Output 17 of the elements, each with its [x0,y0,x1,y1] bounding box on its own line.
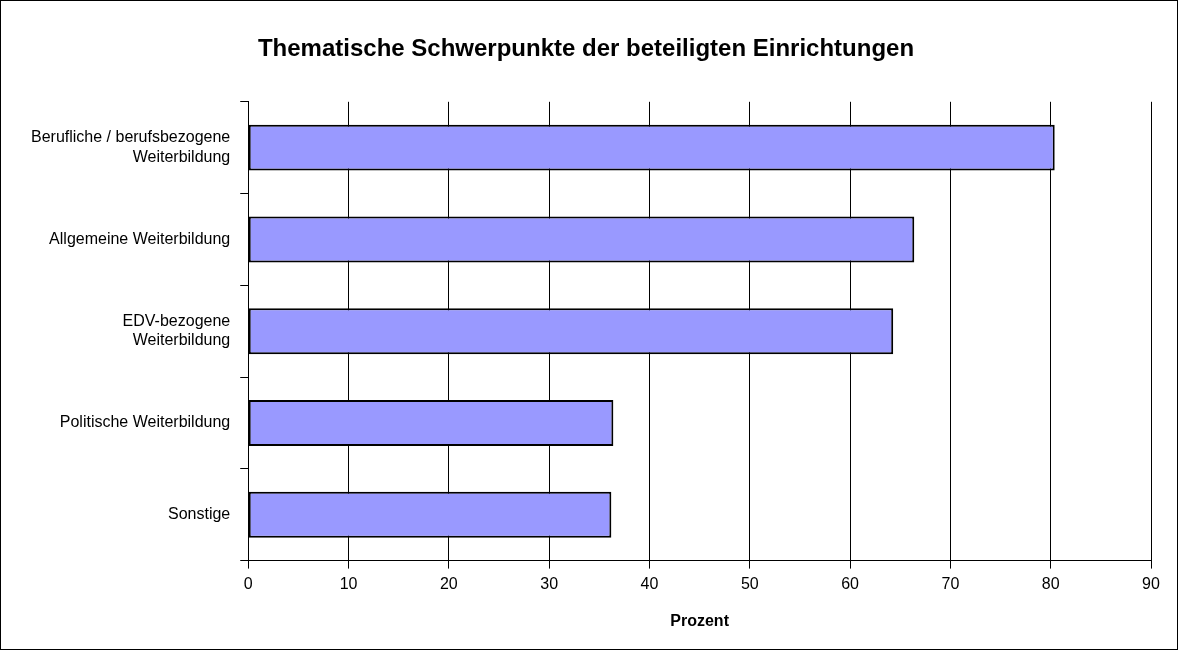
x-tick-label: 10 [339,574,358,592]
x-tick-label: 60 [841,574,860,592]
y-tick-label: Berufliche / berufsbezogene Weiterbildung [30,128,231,165]
x-tick-label: 50 [740,574,759,592]
x-tick-label: 90 [1142,574,1160,592]
y-tick-label: Sonstige [167,505,231,523]
x-axis-title: Prozent [670,611,730,629]
y-tick-label: Allgemeine Weiterbildung [49,229,231,247]
x-tick-label: 40 [640,574,659,592]
chart-title: Thematische Schwerpunkte der beteiligten Einrichtungen [257,34,915,62]
x-tick-label: 30 [540,574,559,592]
x-tick-label: 80 [1041,574,1060,592]
x-tick-label: 20 [439,574,458,592]
x-tick-label: 70 [941,574,960,592]
x-tick-label: 0 [243,574,253,592]
y-tick-label: EDV-bezogene Weiterbildung [122,312,231,349]
y-tick-label: Politische Weiterbildung [59,413,231,431]
